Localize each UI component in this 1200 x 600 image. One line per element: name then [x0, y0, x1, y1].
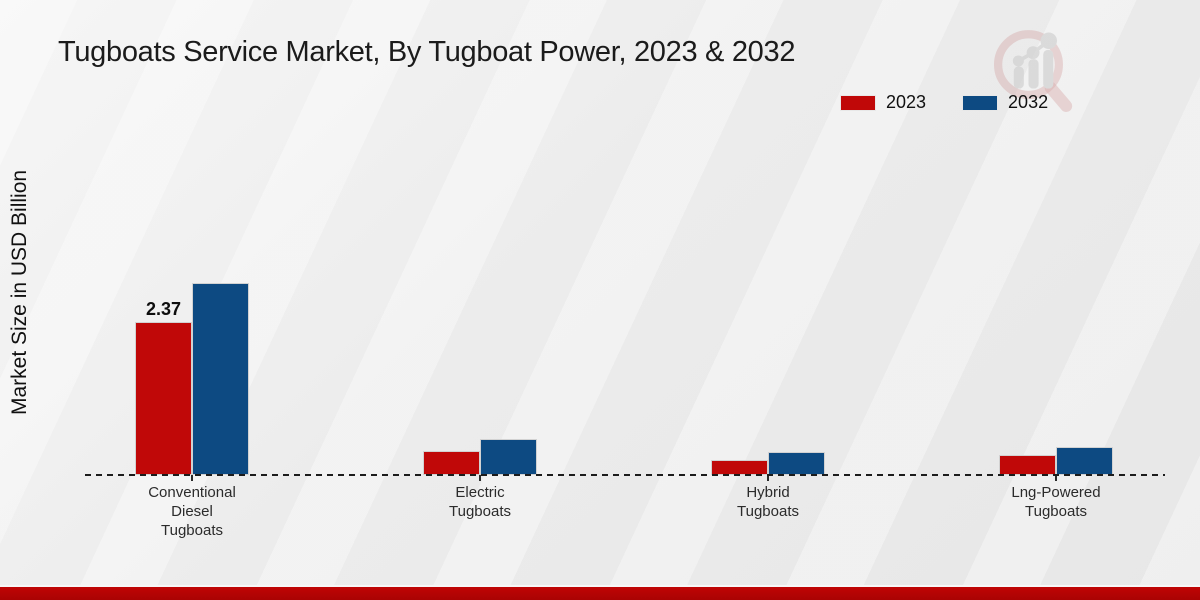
x-axis-tick [479, 475, 481, 481]
x-axis-tick [191, 475, 193, 481]
legend-item-2032: 2032 [962, 92, 1048, 113]
x-category-label: Conventional Diesel Tugboats [148, 484, 236, 539]
x-category-label: Lng-Powered Tugboats [1011, 484, 1101, 520]
legend-item-2023: 2023 [840, 92, 926, 113]
bar-2023-cat1: 2.37 [135, 299, 192, 475]
footer-red-band [0, 585, 1200, 600]
bar-2023-cat4 [999, 455, 1056, 475]
x-axis-baseline [85, 474, 1165, 476]
legend-swatch-2023 [840, 94, 876, 111]
bar-2032-cat4 [1056, 447, 1113, 475]
chart-title: Tugboats Service Market, By Tugboat Powe… [58, 36, 796, 68]
legend-label-2032: 2032 [1008, 92, 1049, 112]
legend-label-2023: 2023 [886, 92, 927, 112]
y-axis-label: Market Size in USD Billion [8, 169, 31, 416]
legend: 2023 2032 [840, 92, 1048, 113]
bar-2023-cat2 [423, 451, 480, 475]
magnifier-growth-chart-logo [993, 30, 1073, 113]
x-axis-tick [767, 475, 769, 481]
x-category-label: Electric Tugboats [449, 484, 511, 520]
bar-2023-cat3 [711, 460, 768, 475]
legend-swatch-2032 [962, 94, 999, 111]
x-axis-tick [1055, 475, 1057, 481]
bar-2032-cat1 [192, 283, 249, 475]
bar-2032-cat3 [768, 452, 825, 475]
bar-value-label: 2.37 [145, 299, 182, 319]
x-category-label: Hybrid Tugboats [737, 484, 799, 520]
bar-2032-cat2 [480, 439, 537, 475]
